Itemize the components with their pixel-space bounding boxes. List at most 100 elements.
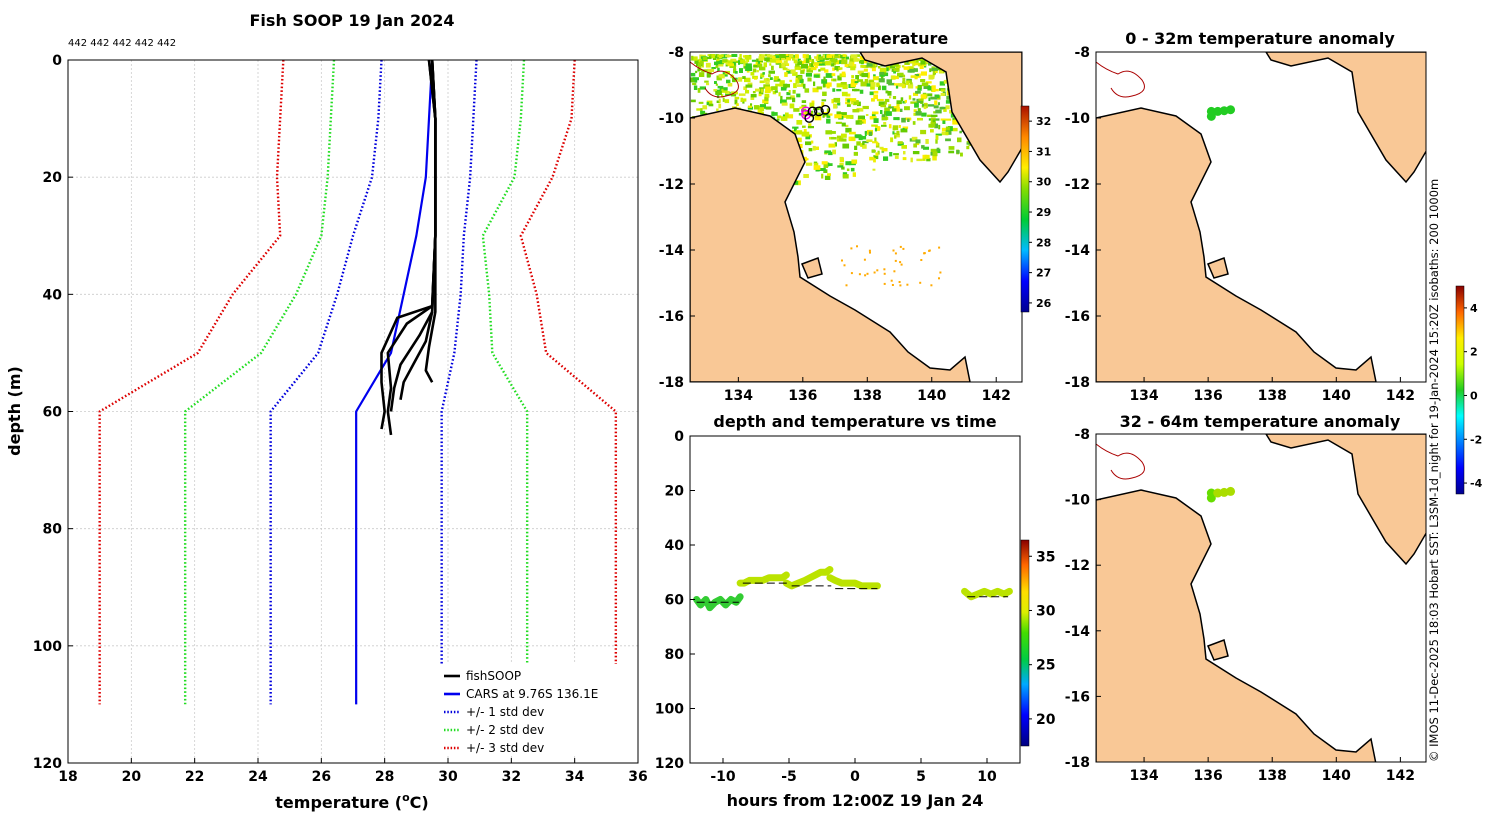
sst-pixel (822, 83, 826, 88)
sst-pixel (892, 108, 897, 112)
sst-pixel (821, 102, 825, 107)
xtick-label: 138 (1258, 768, 1287, 784)
sst-pixel (747, 106, 753, 110)
tow-segment-1 (736, 571, 790, 587)
sst-pixel (890, 279, 893, 282)
sst-pixel (803, 174, 809, 178)
sst-pixel (708, 103, 714, 107)
sst-pixel (761, 88, 764, 93)
xtick-label: 32 (502, 769, 521, 785)
sst-pixel (873, 155, 879, 160)
sst-pixel (699, 86, 706, 90)
sst-pixel (827, 173, 831, 176)
sst-pixel (920, 79, 926, 83)
sst-pixel (833, 103, 837, 109)
sst-pixel (868, 131, 873, 136)
sst-pixel (845, 284, 848, 287)
sst-pixel (849, 58, 855, 63)
sst-pixel (692, 82, 697, 86)
xtick-label: 136 (1194, 388, 1223, 404)
sst-pixel (721, 94, 724, 98)
sst-pixel (869, 251, 871, 254)
sst-pixel (966, 140, 969, 144)
sst-pixel (852, 172, 856, 177)
sst-pixel (767, 54, 770, 59)
sst-pixel (802, 125, 806, 128)
sst-pixel (831, 78, 834, 82)
sst-pixel (751, 59, 757, 62)
sst-pixel (725, 54, 732, 58)
cbar-tick-label: 35 (1036, 549, 1055, 565)
sst-pixel (819, 59, 825, 62)
sst-pixel (842, 54, 846, 57)
sst-pixel (866, 83, 873, 87)
track-marker-3 (807, 106, 818, 117)
sst-pixel (790, 69, 796, 74)
sst-pixel (850, 54, 858, 59)
sst-pixel (912, 121, 916, 125)
sst-pixel (839, 156, 844, 160)
sst-pixel (934, 100, 938, 105)
sst-pixel (812, 87, 819, 93)
xtick-label: 24 (248, 769, 268, 785)
ytick-label: 20 (665, 484, 685, 500)
sst-pixel (822, 91, 827, 96)
sst-pixel (876, 141, 879, 146)
cbar-tick-label: 31 (1036, 145, 1051, 158)
ytick-label: -16 (1065, 689, 1090, 705)
sst-pixel (902, 78, 906, 82)
sst-pixel (805, 58, 810, 64)
sst-pixel (871, 67, 876, 72)
sst-pixel (904, 62, 910, 65)
sst-pixel (770, 58, 776, 63)
sst-pixel (830, 137, 837, 140)
sst-pixel (907, 84, 914, 89)
sst-pixel (928, 62, 932, 66)
sst-pixel (873, 90, 879, 94)
sst-pixel (922, 158, 926, 161)
sst-pixel (933, 105, 939, 109)
sst-pixel (711, 67, 716, 69)
cbar-tick-label: 28 (1036, 236, 1051, 249)
sst-pixel (802, 83, 806, 89)
sst-pixel (849, 98, 857, 102)
sst-pixel (912, 151, 920, 155)
sst-pixel (752, 91, 756, 94)
sst-pixel (745, 63, 752, 68)
sst-pixel (824, 175, 831, 180)
sst-pixel (755, 88, 761, 92)
sst-pixel (774, 55, 780, 59)
sst-pixel (816, 86, 823, 90)
sst-pixel (938, 124, 941, 130)
sst-pixel (873, 94, 878, 100)
sst-pixel (895, 84, 899, 89)
sst-pixel (799, 78, 804, 84)
ytick-label: 120 (33, 756, 62, 772)
sst-pixel (930, 96, 938, 100)
sst-pixel (856, 107, 864, 112)
sst-pixel (814, 115, 822, 121)
sst-pixel (924, 59, 928, 65)
sst-pixel (691, 55, 694, 61)
sst-pixel (930, 148, 938, 154)
legend-label-3: +/- 2 std dev (466, 723, 544, 737)
sst-pixel (897, 142, 904, 146)
sst-pixel (840, 82, 847, 85)
sst-pixel (871, 124, 878, 127)
sst-pixel (745, 84, 753, 88)
sst-pixel (930, 284, 933, 287)
sst-pixel (896, 130, 900, 136)
sst-pixel (841, 71, 846, 77)
sst-pixel (764, 57, 770, 62)
sst-pixel (941, 106, 947, 110)
sst-pixel (923, 146, 929, 150)
sst-pixel (932, 155, 937, 161)
sst-pixel (858, 135, 863, 141)
sst-pixel (880, 104, 887, 108)
sst-pixel (813, 74, 820, 78)
sst-pixel (938, 246, 941, 249)
sst-pixel (853, 101, 856, 106)
sst-pixel (811, 62, 813, 67)
sst-pixel (744, 77, 751, 83)
sst-pixel (789, 54, 794, 58)
